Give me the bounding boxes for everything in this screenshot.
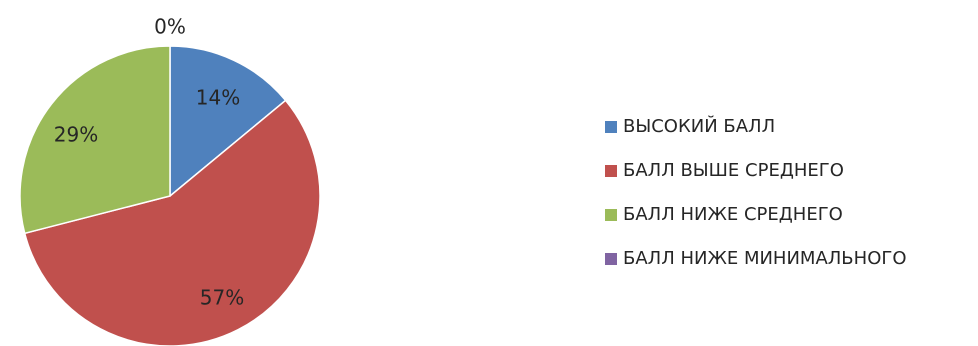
legend-item-1: ВЫСОКИЙ БАЛЛ	[605, 115, 775, 137]
pie-slice-3	[19, 45, 171, 235]
legend-item-4: БАЛЛ НИЖЕ МИНИМАЛЬНОГО	[605, 248, 907, 269]
pie-data-labels: 14% 57% 29% 0%	[54, 15, 244, 310]
legend-swatch	[605, 165, 617, 177]
data-label-1: 14%	[196, 86, 240, 110]
legend-label: БАЛЛ ВЫШЕ СРЕДНЕГО	[623, 160, 844, 181]
data-label-3: 29%	[54, 123, 98, 147]
legend-label: БАЛЛ НИЖЕ СРЕДНЕГО	[623, 204, 843, 225]
legend-swatch	[605, 209, 617, 221]
legend-swatch	[605, 121, 617, 133]
pie-slice-1	[169, 45, 287, 198]
data-label-4: 0%	[154, 15, 186, 39]
legend-label: БАЛЛ НИЖЕ МИНИМАЛЬНОГО	[623, 248, 907, 269]
pie-slice-2	[23, 99, 321, 346]
legend-label: ВЫСОКИЙ БАЛЛ	[623, 115, 775, 137]
legend-item-2: БАЛЛ ВЫШЕ СРЕДНЕГО	[605, 160, 844, 181]
pie-slices	[19, 45, 321, 346]
legend: ВЫСОКИЙ БАЛЛ БАЛЛ ВЫШЕ СРЕДНЕГО БАЛЛ НИЖЕ …	[605, 115, 907, 269]
legend-item-3: БАЛЛ НИЖЕ СРЕДНЕГО	[605, 204, 843, 225]
legend-swatch	[605, 253, 617, 265]
data-label-2: 57%	[200, 286, 244, 310]
